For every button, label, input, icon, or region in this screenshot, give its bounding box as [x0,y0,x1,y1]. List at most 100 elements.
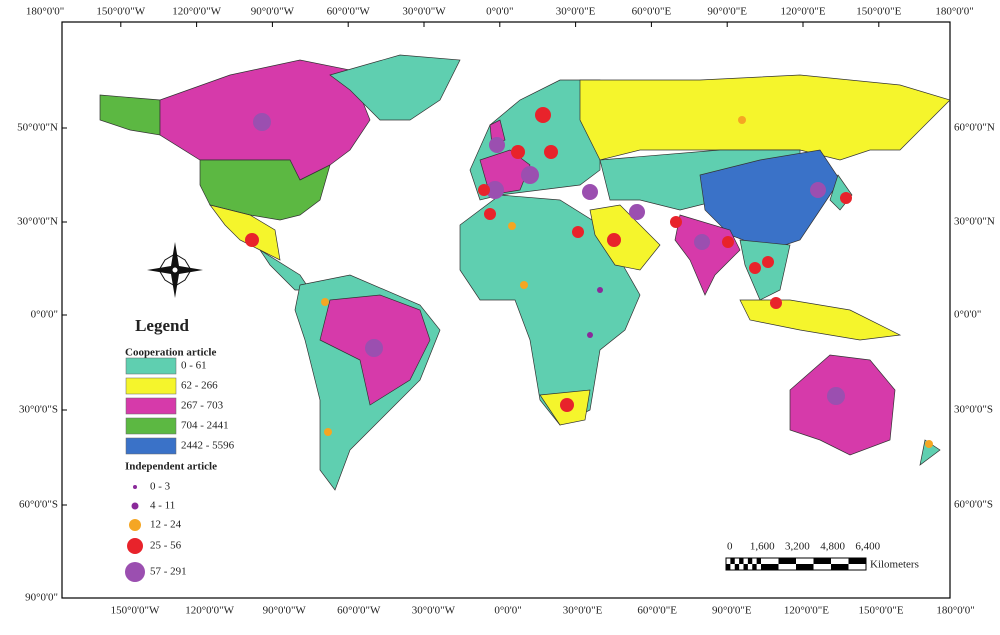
china [699,149,841,251]
symbol [365,339,383,357]
longitude-label: 90°0'0"E [712,605,752,617]
legend-label: 2442 - 5596 [181,440,235,452]
symbol [607,233,621,247]
latitude-label: 50°0'0"N [17,122,58,134]
legend-label: 4 - 11 [150,500,175,512]
symbol [597,287,603,293]
legend-label: 62 - 266 [181,380,218,392]
scale-segment [726,564,731,570]
longitude-label: 120°0'0"W [172,6,221,18]
symbol [749,262,761,274]
legend-swatch [125,377,177,395]
longitude-label: 180°0'0" [26,6,64,18]
legend-label: 267 - 703 [181,400,224,412]
alaska [99,94,161,136]
latitude-label: 30°0'0"N [17,216,58,228]
legend-symbol [133,485,137,489]
symbol [827,387,845,405]
symbol [560,398,574,412]
longitude-label: 30°0'0"W [412,605,456,617]
scale-segment [756,558,761,564]
usa [199,159,331,221]
latitude-label: 30°0'0"S [19,404,58,416]
symbol [511,145,525,159]
legend-symbol [129,519,141,531]
scale-segment [739,558,744,564]
longitude-label: 60°0'0"E [637,605,677,617]
longitude-label: 150°0'0"E [856,6,901,18]
latitude-label: 90°0'0" [25,592,58,604]
symbol [324,428,332,436]
symbol [925,440,933,448]
symbol [520,281,528,289]
latitude-label: 60°0'0"S [954,499,993,511]
symbol [478,184,490,196]
longitude-label: 0°0'0" [486,6,513,18]
scale-segment [848,558,866,564]
longitude-label: 150°0'0"W [111,605,160,617]
scale-segment [747,558,753,564]
india [674,214,741,296]
symbol [738,116,746,124]
symbol [810,182,826,198]
longitude-label: 0°0'0" [494,605,521,617]
symbol [489,137,505,153]
symbol [572,226,584,238]
legend-heading: Cooperation article [125,347,216,359]
symbol [722,236,734,248]
scale-segment [752,564,757,570]
symbol [321,298,329,306]
legend-swatch [125,437,177,455]
australia [789,354,896,456]
legend-label: 0 - 3 [150,481,171,493]
symbol [694,234,710,250]
longitude-label: 120°0'0"E [780,6,825,18]
southeast-asia [739,239,791,301]
symbol [535,107,551,123]
longitude-label: 30°0'0"E [563,605,603,617]
legend-label: 704 - 2441 [181,420,229,432]
scale-segment [796,564,814,570]
symbol [587,332,593,338]
scale-segment [813,558,831,564]
legend-swatch [125,397,177,415]
legend-swatch [125,357,177,375]
symbol [245,233,259,247]
latitude-label: 30°0'0"N [954,216,995,228]
longitude-label: 90°0'0"W [251,6,295,18]
scale-segment [778,558,796,564]
africa [459,194,641,426]
legend-label: 57 - 291 [150,566,187,578]
scale-bar: 0 1,600 3,200 4,800 6,400 Kilometers [725,541,919,571]
scale-segment [734,564,740,570]
article-symbols [245,107,933,448]
legend-label: 12 - 24 [150,519,182,531]
legend-symbol [131,502,139,510]
legend-label: 25 - 56 [150,540,182,552]
latitude-label: 30°0'0"S [954,404,993,416]
legend-symbol [125,562,145,582]
mexico [209,204,281,261]
arabia [589,204,661,271]
scale-segment [761,564,779,570]
symbol [629,204,645,220]
latitude-label: 0°0'0" [31,309,58,321]
symbol [582,184,598,200]
symbol [486,181,504,199]
countries [99,54,951,491]
longitude-label: 90°0'0"W [263,605,307,617]
scale-label: 4,800 [820,541,845,553]
russia [579,74,951,161]
longitude-label: 60°0'0"W [327,6,371,18]
scale-label: 3,200 [785,541,810,553]
symbol [770,297,782,309]
legend-heading: Independent article [125,461,217,473]
longitude-label: 90°0'0"E [707,6,747,18]
longitude-label: 30°0'0"W [402,6,446,18]
scale-unit: Kilometers [870,559,919,571]
symbol [508,222,516,230]
symbol [544,145,558,159]
longitude-label: 150°0'0"W [96,6,145,18]
legend-symbol [127,538,143,554]
